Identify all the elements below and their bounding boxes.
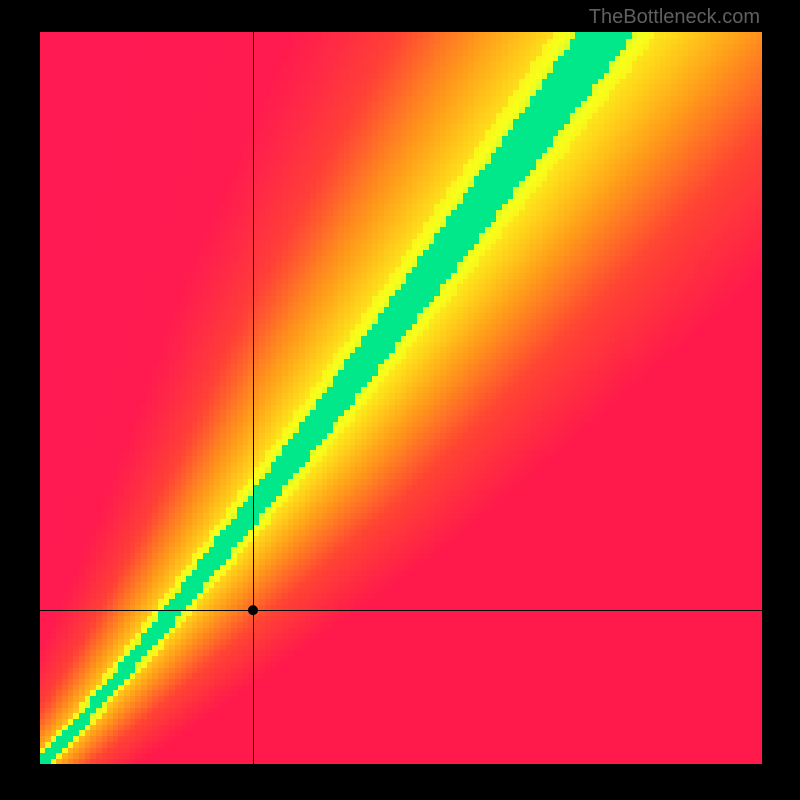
- bottleneck-heatmap: [40, 32, 762, 764]
- attribution-label: TheBottleneck.com: [589, 6, 760, 29]
